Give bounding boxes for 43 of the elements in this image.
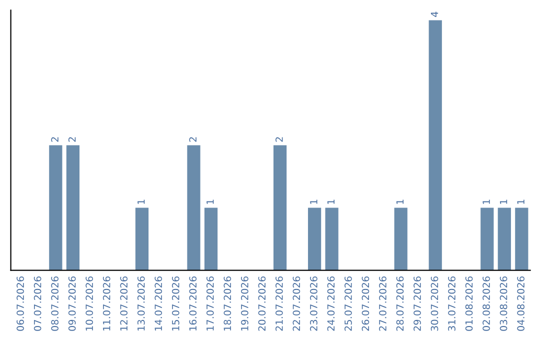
x-tick-label: 23.07.2026 (310, 276, 318, 331)
x-tick-label: 19.07.2026 (240, 276, 248, 330)
data-label: 1 (327, 200, 334, 204)
x-tick-label: 18.07.2026 (224, 276, 232, 330)
x-tick-label: 17.07.2026 (206, 276, 214, 330)
x-tick-label: 12.07.2026 (120, 276, 128, 330)
data-label: 2 (276, 137, 283, 142)
x-tick-label: 08.07.2026 (51, 276, 58, 331)
x-tick-label: 01.08.2026 (465, 276, 473, 331)
x-tick-label: 07.07.2026 (34, 276, 42, 331)
data-label: 1 (138, 200, 145, 204)
x-tick-label: 30.07.2026 (430, 276, 438, 331)
data-label: 1 (206, 200, 214, 204)
data-label: 2 (68, 137, 76, 142)
x-tick-label: 16.07.2026 (189, 276, 197, 330)
x-tick-label: 14.07.2026 (154, 276, 162, 330)
x-tick-label: 21.07.2026 (276, 276, 283, 331)
x-tick-label: 20.07.2026 (258, 276, 266, 331)
x-tick-label: 22.07.2026 (292, 276, 300, 331)
data-label: 1 (500, 200, 508, 204)
x-tick-label: 10.07.2026 (86, 276, 94, 330)
x-tick-label: 26.07.2026 (362, 276, 370, 331)
data-label: 1 (517, 200, 524, 204)
x-tick-label: 28.07.2026 (396, 276, 404, 331)
data-label: 1 (310, 200, 318, 204)
data-label: 2 (189, 137, 196, 142)
x-tick-label: 31.07.2026 (448, 276, 456, 331)
data-label: 2 (51, 137, 58, 142)
x-tick-label: 24.07.2026 (327, 276, 335, 331)
x-tick-label: 06.07.2026 (16, 276, 24, 331)
x-tick-label: 02.08.2026 (482, 276, 490, 331)
x-tick-label: 03.08.2026 (500, 276, 508, 331)
x-tick-label: 04.08.2026 (517, 276, 524, 331)
x-tick-label: 13.07.2026 (137, 276, 145, 330)
x-tick-label: 09.07.2026 (68, 276, 76, 331)
x-tick-label: 27.07.2026 (379, 276, 386, 331)
x-tick-label: 25.07.2026 (344, 276, 352, 331)
x-tick-label: 11.07.2026 (102, 276, 110, 330)
x-tick-label: 15.07.2026 (172, 276, 180, 330)
data-label: 1 (482, 200, 490, 204)
data-label: 4 (430, 12, 438, 17)
x-tick-label: 29.07.2026 (414, 276, 421, 331)
data-label: 1 (396, 200, 404, 204)
